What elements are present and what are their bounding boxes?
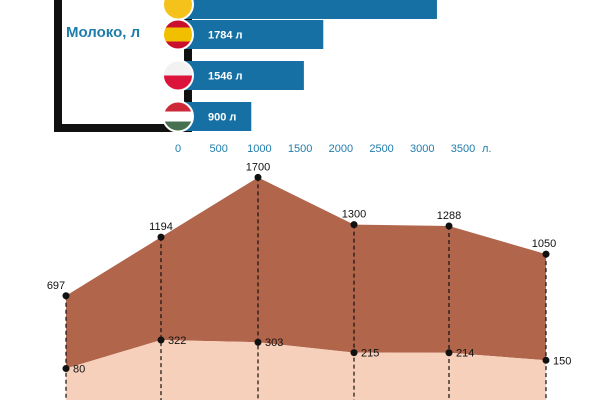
upper-point: [62, 292, 70, 300]
bar-1: [178, 20, 324, 49]
upper-value-label: 1700: [246, 161, 270, 173]
x-tick-label: 2000: [329, 143, 353, 155]
bar-2: [178, 61, 304, 90]
lower-point: [254, 338, 262, 346]
lower-value-label: 214: [456, 348, 474, 360]
lower-value-label: 80: [73, 364, 85, 376]
x-tick-label: 3500: [451, 143, 475, 155]
lower-point: [62, 365, 70, 373]
upper-point: [254, 173, 262, 181]
x-tick-label: 0: [175, 143, 181, 155]
x-tick-label: 2500: [369, 143, 393, 155]
upper-point: [542, 250, 550, 258]
upper-value-label: 1050: [532, 238, 556, 250]
upper-point: [445, 222, 453, 230]
bar-value-label: 1546 л: [208, 71, 243, 83]
bar-value-label: 1784 л: [208, 30, 243, 42]
lower-value-label: 150: [553, 355, 571, 367]
lower-value-label: 215: [361, 348, 379, 360]
poland-flag-icon: [163, 60, 193, 91]
bar-0: [178, 0, 437, 19]
x-tick-label: 500: [210, 143, 228, 155]
upper-value-label: 697: [47, 280, 65, 292]
lower-point: [542, 356, 550, 364]
upper-area: [66, 177, 546, 369]
lower-value-label: 303: [265, 337, 283, 349]
flag-ring: [162, 100, 194, 133]
lower-area: [66, 340, 546, 400]
bar-chart-ylabel: Молоко, л: [66, 24, 141, 41]
upper-value-label: 1300: [342, 209, 366, 221]
x-tick-label: 1000: [247, 143, 271, 155]
flag-ring: [162, 59, 194, 92]
x-tick-label: 1500: [288, 143, 312, 155]
lower-point: [350, 349, 358, 357]
lower-value-label: 322: [168, 335, 186, 347]
upper-value-label: 1288: [437, 210, 461, 222]
x-unit-label: л.: [482, 143, 491, 155]
spain-flag-icon: [163, 19, 193, 50]
x-tick-label: 3000: [410, 143, 434, 155]
lower-point: [157, 336, 165, 344]
upper-point: [350, 221, 358, 229]
yellow-flag-partial-icon: [163, 0, 193, 20]
bar-value-label: 900 л: [208, 112, 236, 124]
upper-point: [157, 233, 165, 241]
lower-point: [445, 349, 453, 357]
upper-value-label: 1194: [149, 221, 173, 233]
flag-ring: [162, 18, 194, 51]
hungary-flag-icon: [163, 101, 193, 132]
